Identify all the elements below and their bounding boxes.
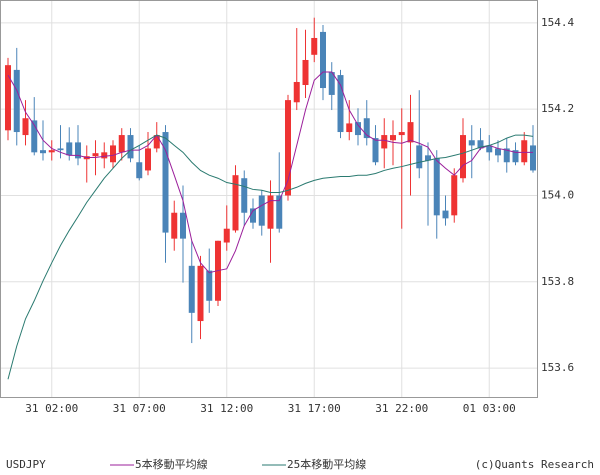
candle-body xyxy=(197,265,204,322)
candle-body xyxy=(162,132,169,233)
ma-line xyxy=(7,134,534,380)
candle-body xyxy=(232,175,239,231)
candle-body xyxy=(171,212,178,239)
symbol: USDJPY xyxy=(6,458,46,471)
candle-body xyxy=(530,145,536,171)
candle-body xyxy=(31,120,38,153)
candle-body xyxy=(48,150,55,153)
candle-body xyxy=(66,142,73,156)
candle-body xyxy=(495,148,501,156)
candle-body xyxy=(180,212,186,239)
candle-body xyxy=(425,155,431,161)
candle-body xyxy=(267,195,274,229)
candle-body xyxy=(442,210,449,219)
candle-body xyxy=(468,140,475,146)
candle-body xyxy=(381,135,388,149)
x-tick-label: 31 02:00 xyxy=(25,402,78,415)
candle-body xyxy=(57,148,64,151)
candle-body xyxy=(285,100,291,196)
y-tick-label: 153.8 xyxy=(541,275,574,288)
candle-body xyxy=(363,118,370,139)
candle-body xyxy=(153,135,160,149)
y-tick-label: 153.6 xyxy=(541,361,574,374)
candle-body xyxy=(337,75,344,133)
x-tick-label: 31 17:00 xyxy=(288,402,341,415)
candle-body xyxy=(486,145,493,153)
candle-body xyxy=(477,140,484,149)
candle-body xyxy=(433,158,440,216)
candle-body xyxy=(372,138,379,163)
y-tick-label: 154.0 xyxy=(541,188,574,201)
candle-body xyxy=(293,81,300,103)
candle-body xyxy=(145,148,151,171)
candle-body xyxy=(5,65,11,131)
candle-body xyxy=(346,123,353,133)
candle-body xyxy=(101,152,108,159)
candle-body xyxy=(503,148,510,163)
legend-label: 25本移動平均線 xyxy=(287,457,366,471)
candle-body xyxy=(398,132,405,136)
x-tick-label: 01 03:00 xyxy=(463,402,516,415)
candle-body xyxy=(241,178,248,213)
candle-body xyxy=(416,145,423,169)
candle-body xyxy=(206,270,213,301)
legend-label: 5本移動平均線 xyxy=(135,457,208,471)
candle-body xyxy=(451,175,458,216)
candle-body xyxy=(127,135,134,159)
candle-body xyxy=(136,162,143,179)
candle-body xyxy=(320,31,326,89)
x-tick-label: 31 12:00 xyxy=(200,402,253,415)
candle-body xyxy=(75,142,81,159)
candle-body xyxy=(460,135,466,179)
candle-body xyxy=(188,265,195,313)
candle-body xyxy=(328,72,335,95)
candle-body xyxy=(13,69,20,133)
candle-body xyxy=(92,153,99,157)
y-tick-label: 154.2 xyxy=(541,102,574,115)
candle-body xyxy=(118,135,125,153)
candle-body xyxy=(110,145,116,163)
y-tick-label: 154.4 xyxy=(541,16,574,29)
credit: (c)Quants Research xyxy=(475,458,594,471)
candle-body xyxy=(512,150,519,163)
candle-body xyxy=(250,208,256,223)
x-tick-label: 31 22:00 xyxy=(375,402,428,415)
candle-body xyxy=(223,228,230,243)
candle-body xyxy=(521,140,528,163)
ma-line xyxy=(7,71,533,274)
candle-body xyxy=(302,59,309,86)
candle-body xyxy=(258,195,265,226)
candle-body xyxy=(390,135,396,141)
candle-body xyxy=(355,122,361,136)
candle-body xyxy=(276,195,283,229)
candle-body xyxy=(407,122,414,143)
candle-body xyxy=(40,150,46,154)
candle-body xyxy=(22,118,29,136)
candle-body xyxy=(311,37,318,55)
x-tick-label: 31 07:00 xyxy=(113,402,166,415)
